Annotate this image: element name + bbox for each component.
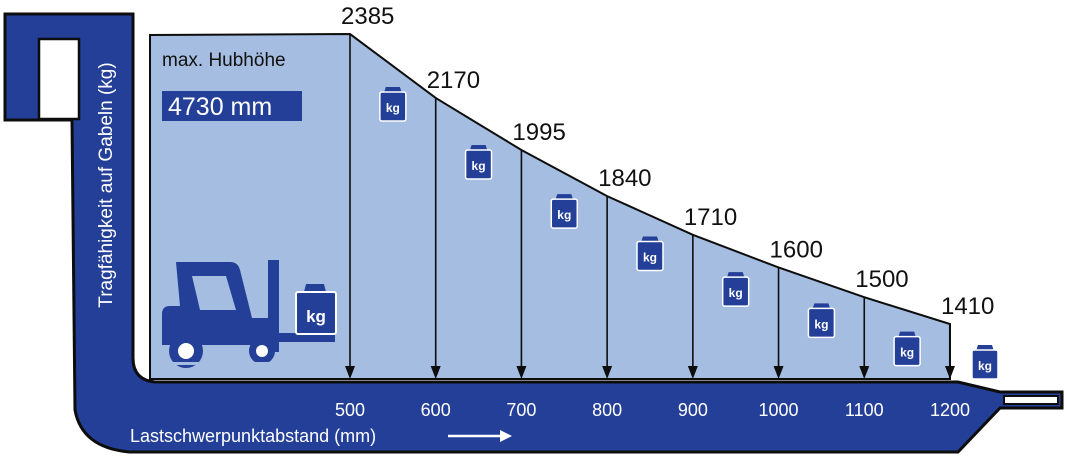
fork-tip-notch bbox=[1003, 395, 1059, 405]
weight-icon-group: kg kg kg kg kg kg kg kg bbox=[379, 87, 999, 380]
forklift-load-weight-label: kg bbox=[306, 307, 326, 326]
value-label: 1710 bbox=[684, 204, 737, 231]
forklift-load-weight-icon: kg bbox=[295, 284, 337, 335]
value-label-group: 2385 2170 1995 1840 1710 1600 1500 1410 bbox=[341, 3, 994, 320]
weight-icon: kg bbox=[550, 194, 579, 229]
x-axis-direction-arrow bbox=[448, 430, 512, 442]
weight-icon-label: kg bbox=[900, 346, 914, 360]
value-label: 1600 bbox=[770, 236, 823, 263]
annotation-label: max. Hubhöhe bbox=[162, 50, 286, 71]
weight-icon: kg bbox=[636, 236, 664, 272]
value-label: 1840 bbox=[598, 165, 651, 192]
annotation-value: 4730 mm bbox=[168, 93, 272, 121]
weight-icon: kg bbox=[893, 331, 921, 367]
value-label: 1410 bbox=[941, 293, 994, 320]
weight-icon: kg bbox=[379, 87, 407, 122]
capacity-arrow bbox=[516, 150, 527, 379]
weight-icon-label: kg bbox=[557, 208, 571, 222]
capacity-arrow bbox=[345, 34, 355, 379]
weight-icon-label: kg bbox=[978, 359, 992, 373]
forklift-icon bbox=[160, 260, 335, 368]
weight-icon-label: kg bbox=[814, 317, 828, 331]
weight-icon-label: kg bbox=[729, 286, 743, 300]
capacity-arrow bbox=[859, 297, 870, 379]
x-tick-label: 900 bbox=[678, 400, 708, 420]
value-label: 1500 bbox=[855, 266, 908, 293]
value-label: 1995 bbox=[512, 119, 565, 146]
weight-icon: kg bbox=[807, 303, 836, 339]
weight-icon: kg bbox=[721, 272, 750, 307]
x-axis-title: Lastschwerpunktabstand (mm) bbox=[130, 426, 376, 446]
value-label: 2170 bbox=[427, 67, 480, 94]
x-tick-label: 600 bbox=[421, 400, 451, 420]
value-label: 2385 bbox=[341, 3, 394, 30]
fork-shape bbox=[3, 12, 1064, 454]
x-tick-label: 1200 bbox=[930, 400, 970, 420]
capacity-arrow bbox=[773, 267, 784, 379]
weight-icon: kg bbox=[971, 345, 999, 380]
weight-icon-label: kg bbox=[386, 101, 400, 115]
x-tick-label: 700 bbox=[506, 400, 536, 420]
x-tick-label: 800 bbox=[592, 400, 622, 420]
x-tick-label: 1100 bbox=[845, 400, 884, 420]
y-axis-title: Tragfähigkeit auf Gabeln (kg) bbox=[96, 62, 117, 307]
x-tick-label: 500 bbox=[335, 400, 365, 420]
capacity-arrow bbox=[602, 196, 613, 379]
capacity-arrow bbox=[944, 324, 955, 379]
annotation-value-box bbox=[162, 91, 302, 121]
x-tick-group: 500 600 700 800 900 1000 1100 1200 bbox=[335, 400, 970, 420]
capacity-arrow bbox=[430, 97, 441, 379]
weight-icon: kg bbox=[464, 144, 493, 180]
x-tick-label: 1000 bbox=[759, 400, 799, 420]
fork-slot bbox=[37, 37, 81, 121]
arrow-group bbox=[345, 34, 955, 379]
weight-icon-label: kg bbox=[472, 159, 486, 173]
weight-icon-label: kg bbox=[643, 250, 657, 264]
capacity-arrow bbox=[687, 234, 698, 379]
